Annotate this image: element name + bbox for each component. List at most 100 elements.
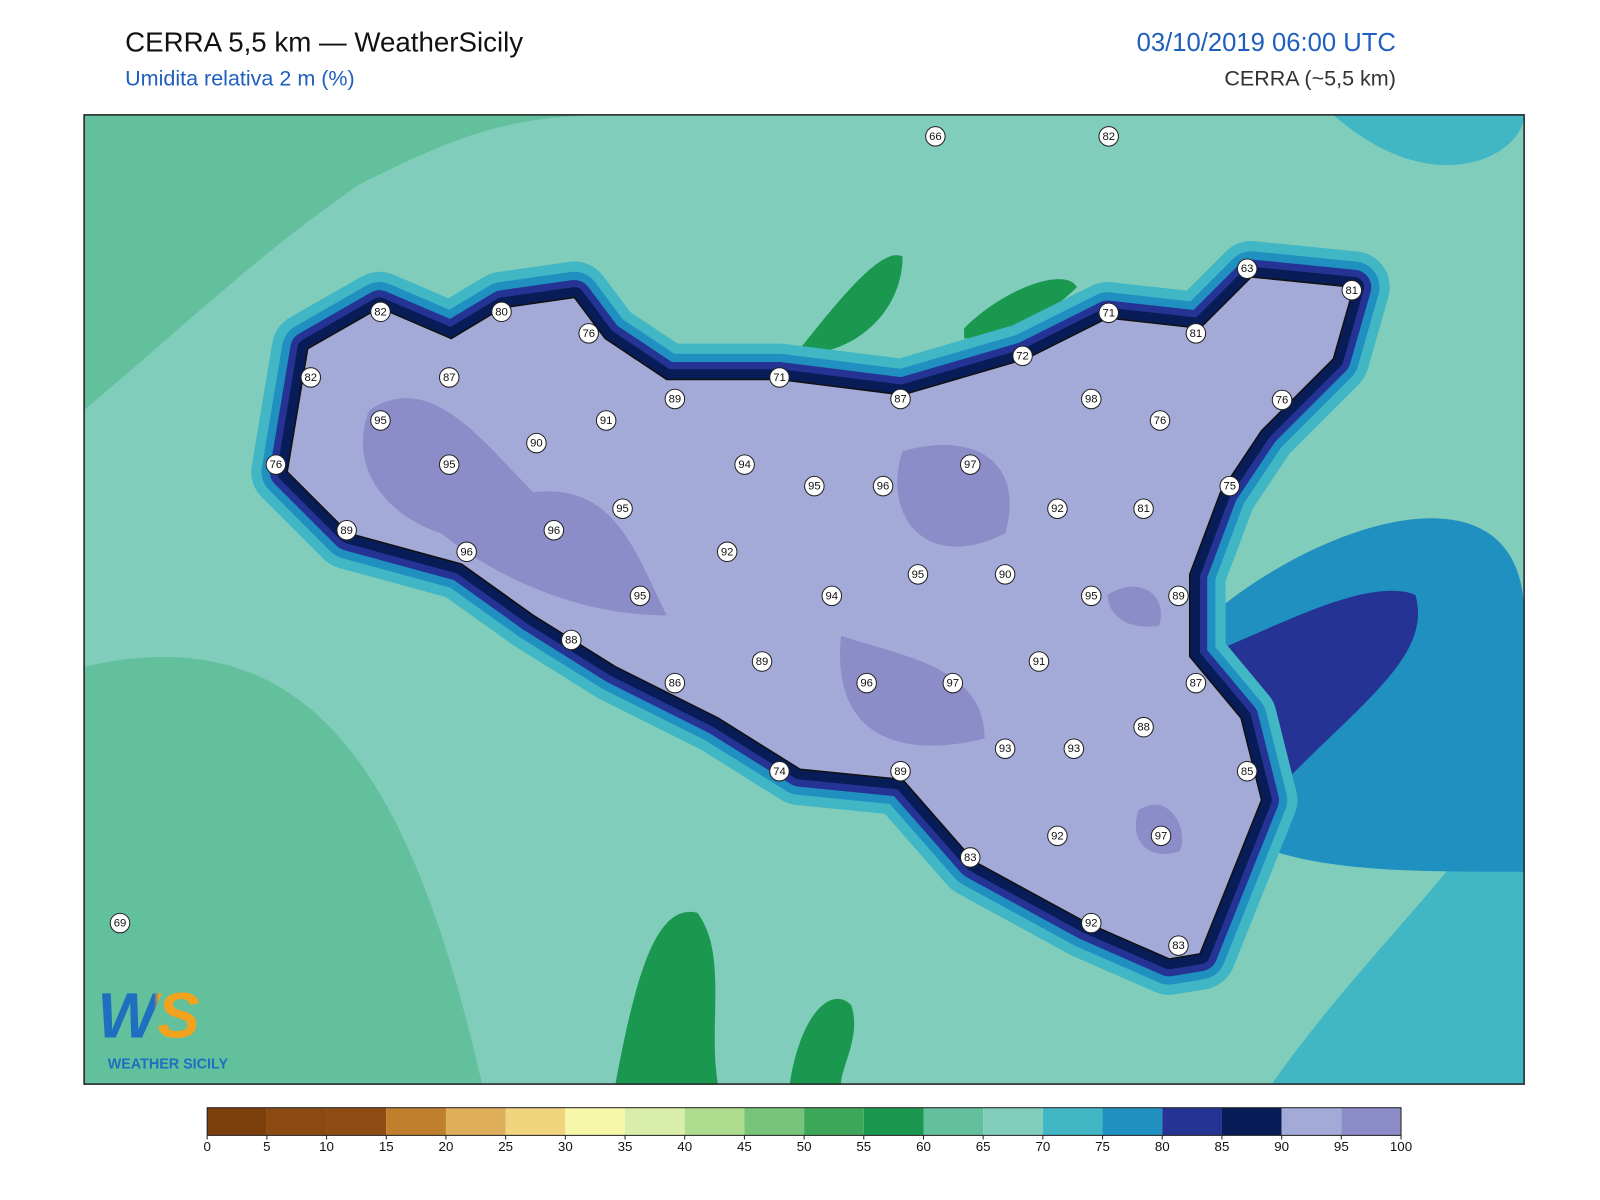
colorbar-segment [1281, 1107, 1342, 1136]
colorbar-tick-label: 35 [618, 1139, 633, 1154]
station-value: 96 [877, 481, 890, 493]
station-value: 95 [634, 590, 647, 602]
station-marker [1047, 498, 1068, 519]
station-value: 95 [808, 481, 821, 493]
station-value: 86 [669, 678, 682, 690]
humid-zone [840, 445, 1183, 854]
colorbar-segment [804, 1107, 864, 1136]
subtitle: Umidita relativa 2 m (%) [125, 67, 355, 91]
station-value: 83 [964, 852, 977, 864]
station-value: 83 [1172, 940, 1185, 952]
station-marker [561, 629, 582, 651]
station-marker [595, 410, 617, 431]
station-value: 66 [929, 131, 942, 143]
station-value: 89 [894, 766, 907, 778]
station-value: 71 [1102, 307, 1115, 319]
station-marker [769, 367, 790, 388]
colorbar-segment [684, 1107, 745, 1136]
colorbar-tick-label: 70 [1035, 1139, 1050, 1154]
station-value: 94 [826, 590, 839, 602]
colorbar-tick-label: 65 [976, 1139, 991, 1154]
station-marker [370, 410, 391, 431]
station-marker [543, 519, 565, 541]
sicily [251, 241, 1390, 995]
station-value: 92 [1085, 918, 1098, 930]
colorbar-segment [1221, 1107, 1282, 1136]
station-value: 96 [860, 678, 873, 690]
colorbar-tick-label: 75 [1095, 1139, 1110, 1154]
station-value: 96 [460, 546, 473, 558]
model: CERRA (~5,5 km) [1224, 67, 1396, 91]
station-marker [456, 541, 477, 563]
datetime: 03/10/2019 06:00 UTC [1137, 29, 1396, 57]
station-value: 87 [1190, 678, 1203, 690]
colorbar-tick-label: 0 [203, 1139, 210, 1154]
station-marker [1150, 825, 1172, 847]
station-value: 76 [270, 459, 283, 471]
station-marker [1133, 498, 1154, 519]
station-marker [994, 738, 1016, 759]
station-marker [265, 454, 287, 475]
station-value: 76 [582, 328, 595, 340]
colorbar-tick-label: 20 [439, 1139, 454, 1154]
colorbar-tick-label: 95 [1334, 1139, 1349, 1154]
station-marker [1081, 912, 1102, 934]
colorbar-tick-label: 30 [558, 1139, 573, 1154]
station-marker [1098, 126, 1119, 147]
station-marker [370, 301, 391, 323]
station-value: 76 [1276, 394, 1289, 406]
colorbar-segment [565, 1107, 626, 1136]
station-marker [1271, 389, 1293, 411]
colorbar-segment [1102, 1107, 1163, 1136]
station-value: 85 [1241, 766, 1254, 778]
station-marker [1341, 279, 1363, 301]
colorbar-tick-label: 45 [737, 1139, 752, 1154]
station-marker [438, 367, 460, 388]
colorbar-segment [445, 1107, 506, 1136]
station-marker [856, 672, 877, 694]
station-value: 71 [773, 372, 786, 384]
station-marker [751, 651, 773, 672]
station-marker [1081, 585, 1102, 607]
station-marker [1185, 672, 1207, 694]
station-marker [1081, 388, 1102, 410]
station-value: 69 [114, 918, 127, 930]
station-value: 82 [374, 306, 387, 318]
station-marker [1149, 410, 1171, 431]
logo-mark: WS [97, 980, 199, 1051]
station-marker [612, 498, 633, 519]
station-marker [1133, 716, 1154, 738]
station-value: 88 [1137, 722, 1150, 734]
station-value: 95 [912, 569, 925, 581]
colorbar-segment [1341, 1107, 1402, 1136]
station-marker [804, 475, 825, 497]
station-marker [890, 761, 911, 782]
station-value: 95 [443, 459, 456, 471]
colorbar-segment [863, 1107, 924, 1136]
logo-text: WEATHER SICILY [108, 1056, 229, 1072]
sea-zone [84, 114, 616, 411]
station-marker [769, 761, 790, 782]
coast [286, 276, 1355, 960]
station-marker [1185, 323, 1207, 344]
station-marker [890, 388, 911, 410]
colorbar-tick-label: 85 [1215, 1139, 1230, 1154]
station-value: 88 [565, 634, 578, 646]
station-value: 92 [721, 546, 734, 558]
station-marker [734, 454, 755, 475]
station-value: 95 [374, 415, 387, 427]
station-marker [578, 323, 599, 344]
station-value: 90 [999, 569, 1012, 581]
station-marker [942, 672, 964, 694]
station-value: 95 [1085, 590, 1098, 602]
colorbar-segment [207, 1107, 267, 1136]
station-marker [526, 432, 547, 454]
station-value: 96 [548, 525, 561, 537]
station-marker [300, 367, 322, 388]
station-marker [925, 126, 946, 147]
colorbar-segment [1162, 1107, 1222, 1136]
colorbar-tick-label: 50 [797, 1139, 812, 1154]
station-marker [821, 585, 843, 607]
station-marker [629, 585, 651, 607]
